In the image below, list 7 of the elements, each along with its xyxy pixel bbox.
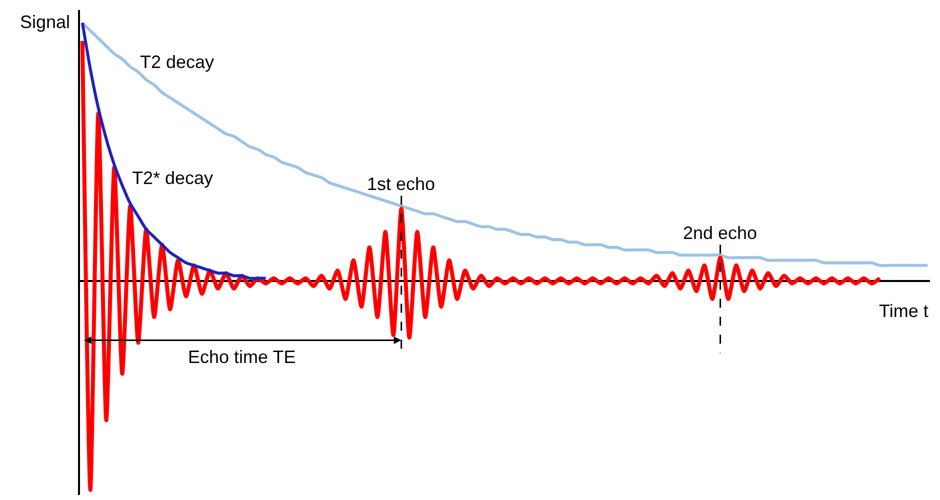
- y-axis-title: Signal: [20, 12, 70, 32]
- series-label: T2 decay: [140, 52, 214, 72]
- annotation: 2nd echo: [683, 223, 758, 243]
- annotation: 1st echo: [367, 174, 436, 194]
- annotation: Echo time TE: [188, 347, 296, 367]
- x-axis-title: Time t: [879, 301, 928, 321]
- series-label: T2* decay: [132, 168, 214, 188]
